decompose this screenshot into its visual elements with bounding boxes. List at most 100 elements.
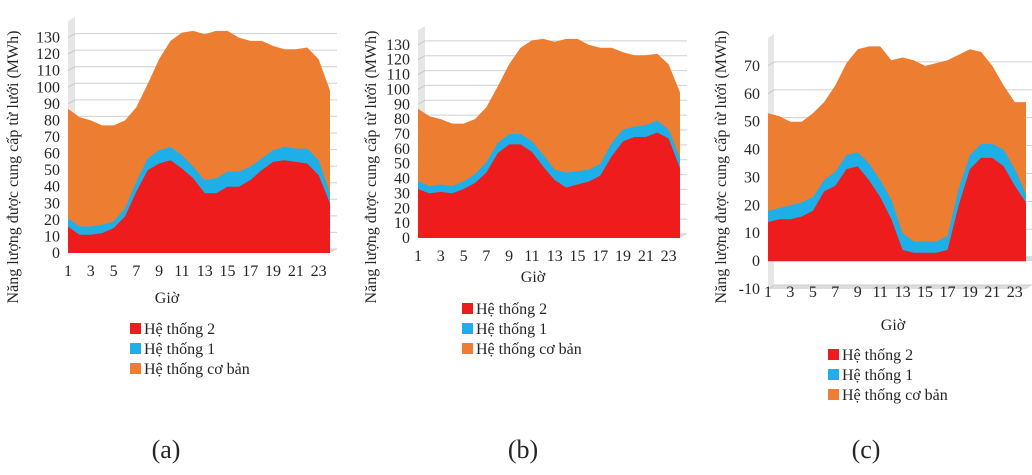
y-tick-label: 50	[394, 156, 410, 173]
legend-label: Hệ thống 1	[144, 341, 215, 358]
y-tick-label: 0	[52, 245, 60, 262]
y-tick-label: 70	[44, 129, 60, 146]
x-tick-label: 17	[939, 284, 955, 301]
y-tick-label: 20	[744, 197, 760, 214]
y-tick-label: 100	[386, 81, 410, 98]
y-tick-label: 30	[44, 195, 60, 212]
gridline-depth	[767, 284, 775, 290]
x-axis-label: Giờ	[521, 269, 546, 286]
y-tick-label: 30	[744, 169, 760, 186]
gridline-depth	[67, 82, 76, 88]
x-tick-label: 11	[524, 248, 539, 265]
x-tick-label: 23	[1007, 284, 1023, 301]
legend-swatch	[828, 349, 839, 360]
y-tick-label: 10	[744, 225, 760, 242]
x-tick-label: 5	[809, 284, 817, 301]
x-tick-label: 1	[764, 284, 772, 301]
y-tick-label: 30	[394, 185, 410, 202]
gridline-depth	[417, 40, 426, 46]
legend-label: Hệ thống 2	[476, 301, 547, 318]
area-series-1	[768, 157, 1026, 262]
x-tick-label: 21	[288, 263, 304, 280]
y-tick-label: 10	[394, 215, 410, 232]
gridline-depth	[417, 84, 426, 90]
y-tick-label: 50	[44, 162, 60, 179]
x-tick-label: 9	[155, 263, 163, 280]
x-tick-label: 3	[87, 263, 95, 280]
y-tick-label: 80	[394, 111, 410, 128]
y-tick-label: 20	[44, 212, 60, 229]
legend-swatch	[130, 323, 141, 334]
gridline-depth	[767, 89, 775, 95]
y-tick-label: 60	[744, 86, 760, 103]
x-tick-label: 5	[110, 263, 118, 280]
legend-swatch	[130, 343, 141, 354]
x-tick-label: 1	[414, 248, 422, 265]
x-tick-label: 7	[482, 248, 490, 265]
gridline-depth	[67, 99, 76, 105]
x-tick-label: 11	[872, 284, 887, 301]
gridline-depth	[417, 99, 426, 105]
y-tick-label: 130	[386, 37, 410, 54]
x-tick-label: 15	[569, 248, 585, 265]
x-axis-label: Giờ	[155, 290, 180, 307]
legend-swatch	[462, 323, 473, 334]
x-tick-label: 17	[592, 248, 608, 265]
gridline-depth	[417, 55, 426, 61]
legend-label: Hệ thống 1	[476, 321, 547, 338]
legend-label: Hệ thống cơ bản	[842, 387, 948, 404]
legend-swatch	[462, 343, 473, 354]
x-tick-label: 19	[962, 284, 978, 301]
y-tick-label: 40	[394, 171, 410, 188]
y-tick-label: 10	[44, 228, 60, 245]
floor	[768, 285, 1032, 289]
y-tick-label: 90	[44, 96, 60, 113]
x-tick-label: 1	[64, 263, 72, 280]
y-tick-label: -10	[739, 281, 760, 298]
y-axis-label: Năng lượng được cung cấp từ lưới (MWh)	[363, 31, 380, 304]
x-tick-label: 23	[661, 248, 677, 265]
y-tick-label: 110	[387, 67, 410, 84]
x-axis-label: Giờ	[881, 317, 906, 334]
gridline-depth	[67, 49, 76, 55]
x-tick-label: 17	[242, 263, 258, 280]
x-tick-label: 3	[786, 284, 794, 301]
y-tick-label: 40	[44, 179, 60, 196]
legend-label: Hệ thống 2	[842, 347, 913, 364]
legend-label: Hệ thống cơ bản	[476, 341, 582, 358]
gridline-depth	[67, 33, 76, 39]
y-tick-label: 60	[44, 146, 60, 163]
x-tick-label: 15	[219, 263, 235, 280]
panel-label: (a)	[152, 435, 181, 464]
gridline-depth	[417, 70, 426, 76]
y-tick-label: 40	[744, 142, 760, 159]
x-tick-label: 13	[197, 263, 213, 280]
panel-label: (b)	[508, 435, 538, 464]
y-tick-label: 70	[744, 58, 760, 75]
x-tick-label: 19	[615, 248, 631, 265]
x-tick-label: 21	[638, 248, 654, 265]
legend-label: Hệ thống cơ bản	[144, 361, 250, 378]
legend-label: Hệ thống 1	[842, 367, 913, 384]
gridline-depth	[767, 61, 775, 67]
y-tick-label: 120	[36, 46, 60, 63]
x-tick-label: 21	[984, 284, 1000, 301]
y-tick-label: 110	[37, 63, 60, 80]
x-tick-label: 9	[854, 284, 862, 301]
x-tick-label: 3	[437, 248, 445, 265]
y-tick-label: 60	[394, 141, 410, 158]
y-tick-label: 50	[744, 114, 760, 131]
legend-swatch	[462, 303, 473, 314]
y-tick-label: 100	[36, 79, 60, 96]
x-tick-label: 15	[917, 284, 933, 301]
y-tick-label: 0	[402, 230, 410, 247]
y-tick-label: 130	[36, 30, 60, 47]
area-series-1	[418, 132, 680, 238]
y-axis-label: Năng lượng được cung cấp từ lưới (MWh)	[713, 31, 730, 304]
y-tick-label: 80	[44, 112, 60, 129]
legend-label: Hệ thống 2	[144, 321, 215, 338]
x-tick-label: 9	[505, 248, 513, 265]
